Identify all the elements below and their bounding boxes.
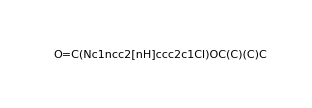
Text: O=C(Nc1ncc2[nH]ccc2c1Cl)OC(C)(C)C: O=C(Nc1ncc2[nH]ccc2c1Cl)OC(C)(C)C — [53, 50, 267, 60]
